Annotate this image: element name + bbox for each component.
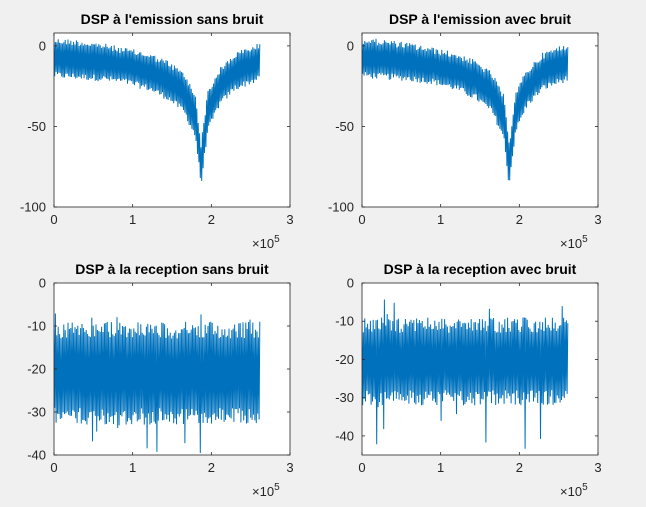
x-tick-label: 1: [437, 460, 444, 475]
series-line: [362, 299, 569, 449]
y-tick-label: 0: [39, 38, 46, 53]
subplot-title: DSP à l'emission avec bruit: [389, 11, 571, 27]
y-tick-label: -10: [27, 319, 46, 334]
x-exponent-label: ×105: [560, 234, 588, 251]
subplot-title: DSP à la reception avec bruit: [384, 261, 577, 277]
y-tick-label: -20: [335, 352, 354, 367]
psd-trace: [362, 299, 569, 449]
x-tick-label: 1: [437, 212, 444, 227]
x-tick-label: 1: [129, 212, 136, 227]
x-tick-label: 2: [208, 212, 215, 227]
y-tick-label: -40: [335, 428, 354, 443]
x-exponent-label: ×105: [560, 482, 588, 499]
subplot-reception-avec-bruit: DSP à la reception avec bruit 0 1 2 3 0 -10 -2…: [335, 261, 601, 499]
subplot-emission-sans-bruit: DSP à l'emission sans bruit 0 1 2 3 0 -50 -100…: [20, 11, 294, 251]
y-tick-label: -100: [20, 200, 46, 215]
x-tick-label: 1: [129, 460, 136, 475]
x-tick-label: 3: [286, 460, 293, 475]
x-tick-label: 0: [358, 212, 365, 227]
y-tick-label: -100: [328, 200, 354, 215]
axes-frame: [53, 32, 291, 208]
series-line: [362, 38, 569, 181]
series-line: [54, 313, 261, 453]
y-tick-label: -10: [335, 314, 354, 329]
subplot-title: DSP à la reception sans bruit: [75, 261, 269, 277]
x-tick-label: 2: [516, 460, 523, 475]
x-tick-label: 0: [50, 460, 57, 475]
x-tick-label: 0: [358, 460, 365, 475]
x-exponent-label: ×105: [252, 482, 280, 499]
y-tick-label: -30: [27, 405, 46, 420]
series-line: [54, 39, 261, 181]
x-exponent-label: ×105: [252, 234, 280, 251]
y-tick-label: 0: [39, 276, 46, 291]
x-tick-label: 3: [286, 212, 293, 227]
y-tick-label: -40: [27, 448, 46, 463]
y-tick-label: -50: [335, 119, 354, 134]
subplot-emission-avec-bruit: DSP à l'emission avec bruit 0 1 2 3 0 -50 -100…: [328, 11, 602, 251]
psd-trace: [54, 313, 261, 453]
psd-trace: [54, 39, 261, 181]
y-tick-label: 0: [347, 276, 354, 291]
x-tick-label: 0: [50, 212, 57, 227]
axes-frame: [361, 32, 599, 208]
axes-frame: [361, 282, 599, 456]
y-tick-label: -30: [335, 390, 354, 405]
psd-trace: [362, 38, 569, 181]
x-tick-label: 3: [594, 212, 601, 227]
subplot-reception-sans-bruit: DSP à la reception sans bruit 0 1 2 3 0 -10 -2…: [27, 261, 293, 499]
x-tick-label: 3: [594, 460, 601, 475]
y-tick-label: -50: [27, 119, 46, 134]
x-tick-label: 2: [516, 212, 523, 227]
y-tick-label: -20: [27, 362, 46, 377]
subplot-title: DSP à l'emission sans bruit: [81, 11, 264, 27]
y-tick-label: 0: [347, 38, 354, 53]
x-tick-label: 2: [208, 460, 215, 475]
